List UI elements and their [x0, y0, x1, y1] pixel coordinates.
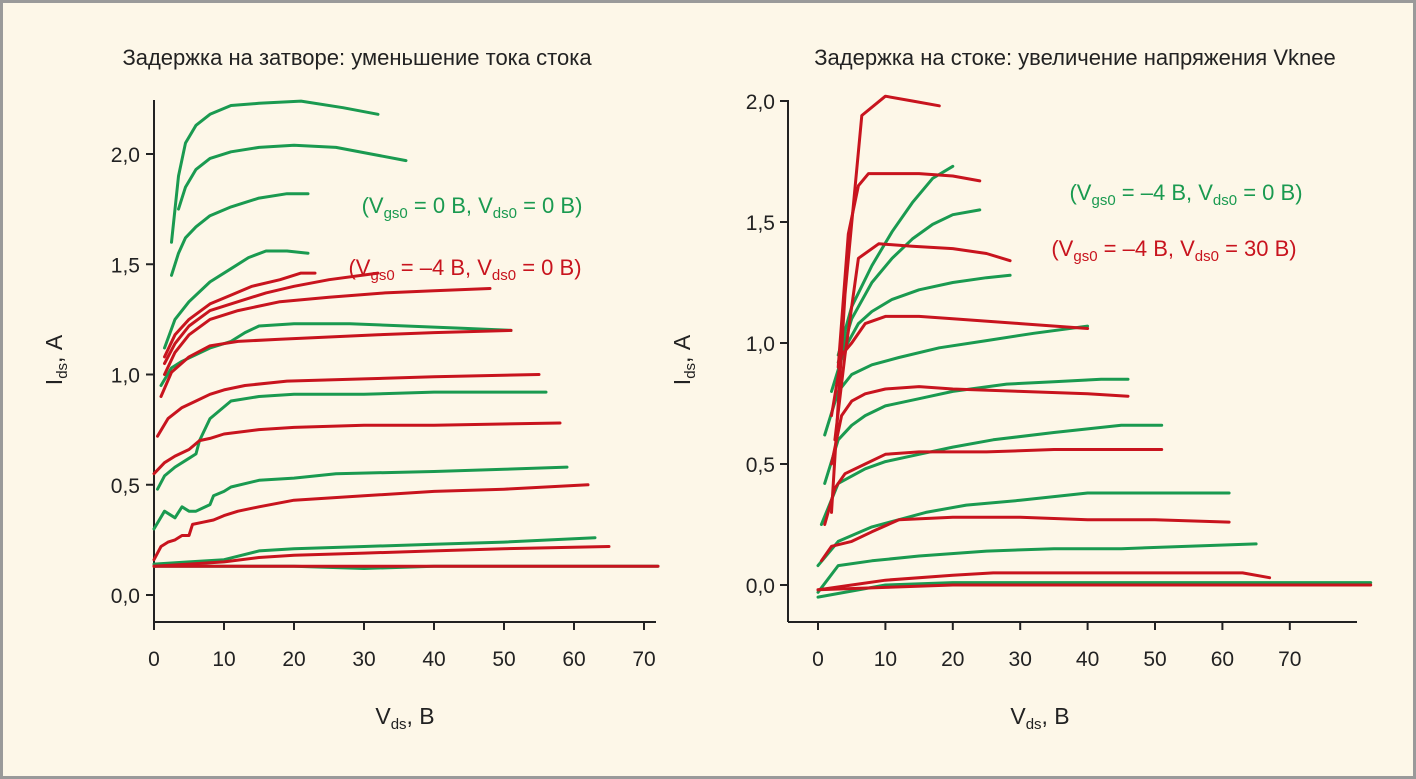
right-series-line-red: [816, 571, 1272, 592]
left-series-line-green: [163, 249, 310, 350]
left-series-line-green: [170, 99, 380, 244]
right-chart-title: Задержка на стоке: увеличение напряжения…: [814, 45, 1335, 70]
left-x-tick-label: 40: [422, 648, 445, 671]
right-series-line-red: [830, 314, 1090, 418]
left-y-tick-label: 2,0: [111, 144, 140, 167]
left-x-axis-label: Vds, В: [375, 703, 434, 733]
right-x-tick-label: 60: [1211, 648, 1234, 671]
right-series-line-green: [816, 581, 1373, 599]
right-x-tick-label: 40: [1076, 648, 1099, 671]
right-series-line-green: [830, 273, 1012, 393]
left-y-tick-label: 1,5: [111, 254, 140, 277]
left-legend-entry-green: (Vgs0 = 0 В, Vds0 = 0 В): [362, 193, 583, 222]
right-series-line-red: [830, 94, 941, 514]
right-legend-entry-red: (Vgs0 = –4 В, Vds0 = 30 В): [1051, 236, 1296, 265]
left-x-tick-label: 30: [352, 648, 375, 671]
left-x-tick-label: 0: [148, 648, 160, 671]
right-x-tick-label: 0: [812, 648, 824, 671]
left-series-line-green: [152, 536, 597, 566]
right-y-tick-label: 0,0: [746, 575, 775, 598]
left-x-tick-label: 70: [632, 648, 655, 671]
left-y-tick-label: 1,0: [111, 365, 140, 388]
right-series-line-red: [836, 172, 982, 369]
right-series-line-red: [816, 583, 1373, 592]
right-y-axis-label: Ids, А: [669, 334, 699, 385]
left-series-line-green: [156, 390, 548, 491]
right-series-line-green: [836, 208, 982, 364]
left-legend-entry-red: (Vgs0 = –4 В, Vds0 = 0 В): [348, 255, 581, 284]
left-series-line-red: [156, 373, 541, 438]
left-series-line-red: [159, 328, 513, 398]
right-x-tick-label: 20: [941, 648, 964, 671]
right-series-line-green: [816, 491, 1231, 568]
right-series-line-green: [816, 542, 1258, 594]
right-y-tick-label: 0,5: [746, 454, 775, 477]
left-x-tick-label: 20: [282, 648, 305, 671]
left-x-tick-label: 50: [492, 648, 515, 671]
right-x-tick-label: 10: [874, 648, 897, 671]
left-series-line-red: [163, 271, 380, 365]
right-series-line-red: [830, 385, 1130, 466]
right-y-tick-label: 1,5: [746, 212, 775, 235]
left-y-tick-label: 0,0: [111, 585, 140, 608]
left-series-line-green: [152, 465, 569, 531]
right-series-line-green: [819, 423, 1164, 526]
left-series-line-green: [170, 192, 310, 277]
right-x-axis-label: Vds, В: [1010, 703, 1069, 733]
right-legend-entry-green: (Vgs0 = –4 В, Vds0 = 0 В): [1069, 180, 1302, 209]
right-x-tick-label: 50: [1143, 648, 1166, 671]
right-y-tick-label: 2,0: [746, 91, 775, 114]
left-series-line-red: [152, 421, 562, 476]
right-series-line-red: [833, 242, 1012, 442]
left-series-line-red: [152, 483, 590, 562]
right-series-line-red: [819, 515, 1231, 563]
right-x-tick-label: 30: [1009, 648, 1032, 671]
left-y-tick-label: 0,5: [111, 475, 140, 498]
left-series-line-red: [163, 287, 492, 376]
left-series-line-green: [177, 143, 408, 211]
left-x-tick-label: 60: [562, 648, 585, 671]
left-y-axis-label: Ids, А: [41, 334, 71, 385]
left-series-line-red: [163, 271, 317, 359]
left-x-tick-label: 10: [212, 648, 235, 671]
right-x-tick-label: 70: [1278, 648, 1301, 671]
right-series-line-red: [823, 448, 1164, 526]
left-series-line-red: [152, 545, 611, 568]
right-y-tick-label: 1,0: [746, 333, 775, 356]
left-chart-title: Задержка на затворе: уменьшение тока сто…: [122, 45, 592, 70]
right-series-line-green: [823, 377, 1130, 485]
